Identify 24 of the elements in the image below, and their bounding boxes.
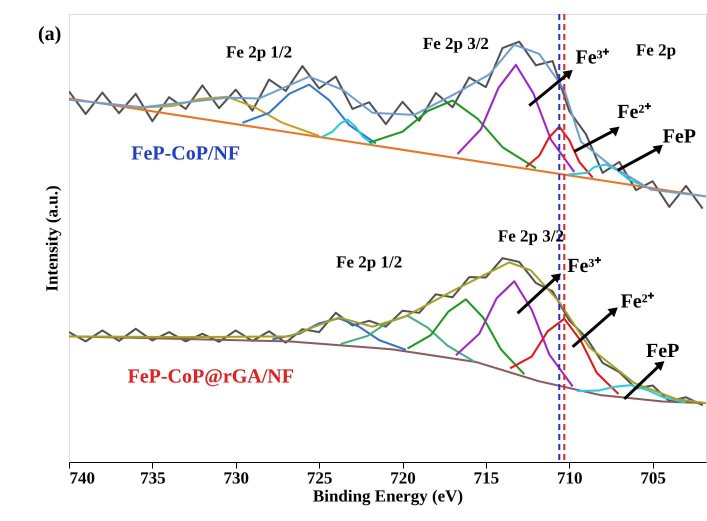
x-tick-label: 735 — [140, 468, 166, 488]
x-tick-label: 715 — [474, 468, 500, 488]
x-tick-label: 740 — [70, 468, 95, 488]
annotation: FeP — [662, 126, 696, 148]
x-tick-label: 720 — [390, 468, 416, 488]
x-tick-label: 705 — [640, 468, 666, 488]
annotation: Fe 2p 1/2 — [226, 42, 292, 62]
annotation: FeP-CoP/NF — [131, 142, 240, 165]
x-tick-label: 730 — [224, 468, 250, 488]
annotation: Fe³⁺ — [567, 255, 602, 278]
y-axis-title: Intensity (a.u.) — [42, 185, 62, 292]
annotation: FeP — [646, 340, 680, 362]
annotation: Fe²⁺ — [620, 290, 655, 312]
annotation: Fe 2p 1/2 — [336, 252, 402, 272]
annotation: Fe²⁺ — [617, 100, 652, 123]
annotation: FeP-CoP@rGA/NF — [128, 366, 294, 388]
x-tick-label: 710 — [557, 468, 583, 488]
annotation: Fe 2p 3/2 — [422, 34, 489, 53]
x-axis-title: Binding Energy (eV) — [312, 486, 464, 506]
chart-title: (a) — [38, 23, 62, 45]
annotation: Fe 2p 3/2 — [498, 226, 564, 246]
annotation: Fe 2p — [636, 40, 676, 60]
annotation: Fe³⁺ — [576, 46, 610, 69]
x-tick-label: 725 — [306, 468, 332, 488]
